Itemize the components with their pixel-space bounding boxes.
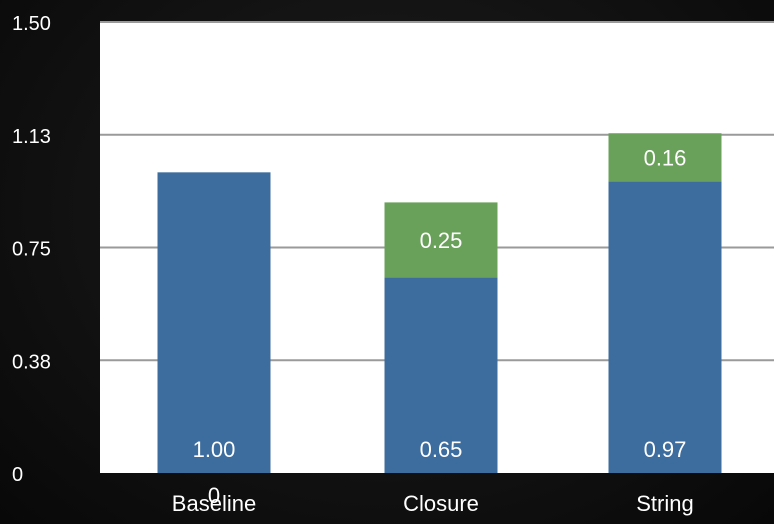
y-tick-label: 1.50 <box>12 13 51 35</box>
data-label: 0.65 <box>420 437 463 462</box>
bar-segment <box>157 172 271 474</box>
bar-segment <box>608 181 722 473</box>
y-tick-label: 0 <box>12 464 23 486</box>
bar-segment <box>608 133 722 182</box>
category-label: Closure <box>403 491 479 516</box>
category-label: String <box>636 491 693 516</box>
x-axis-categories: Baseline Closure String <box>172 491 694 516</box>
bars <box>157 133 722 474</box>
data-label: 0.97 <box>644 437 687 462</box>
y-tick-label: 1.13 <box>12 126 51 148</box>
category-label: Baseline <box>172 491 256 516</box>
data-label: 0.25 <box>420 228 463 253</box>
data-label: 1.00 <box>193 437 236 462</box>
data-label: 0 <box>208 483 220 508</box>
y-tick-label: 0.38 <box>12 351 51 373</box>
data-label: 0.16 <box>644 145 687 170</box>
bar-segment <box>384 202 498 278</box>
y-tick-label: 0.75 <box>12 239 51 261</box>
bar-segment <box>384 277 498 473</box>
data-labels: 1.00 0 0.65 0.25 0.97 0.16 <box>193 145 687 508</box>
y-axis-ticks: 0 0.38 0.75 1.13 1.50 <box>12 13 51 486</box>
